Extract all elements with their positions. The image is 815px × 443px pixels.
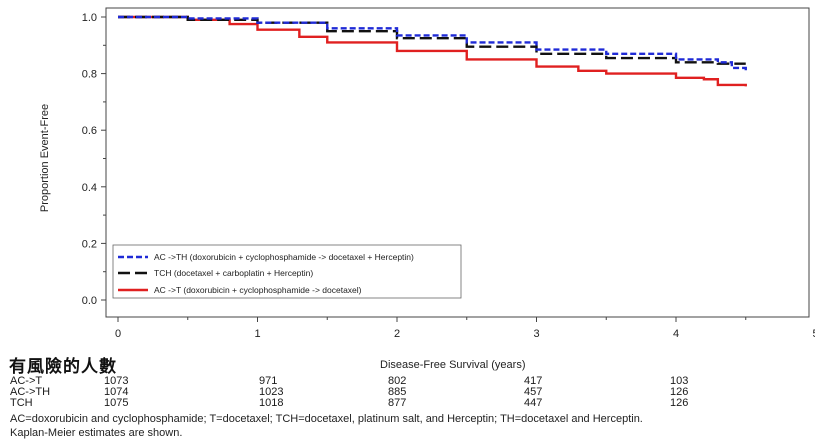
risk-table-heading: 有風險的人數 — [9, 357, 117, 377]
legend-entry: TCH (docetaxel + carboplatin + Herceptin… — [154, 268, 313, 278]
risk-cell: 103 — [670, 375, 689, 387]
y-tick-label: 0.8 — [82, 69, 97, 81]
risk-cell: 802 — [388, 375, 407, 387]
series-line — [118, 15, 746, 65]
y-tick-label: 0.0 — [82, 295, 97, 307]
risk-row-label: TCH — [10, 397, 33, 409]
risk-cell: 126 — [670, 386, 689, 398]
risk-cell: 1075 — [104, 397, 129, 409]
risk-cell: 877 — [388, 397, 407, 409]
y-tick-label: 0.6 — [82, 125, 97, 137]
risk-cell: 1023 — [259, 386, 284, 398]
footnote-line: Kaplan-Meier estimates are shown. — [10, 427, 183, 439]
risk-cell: 1074 — [104, 386, 129, 398]
x-tick-label: 3 — [533, 328, 539, 340]
legend-box — [112, 244, 462, 299]
x-tick-label: 0 — [115, 328, 121, 340]
series-line — [118, 15, 747, 87]
risk-cell: 885 — [388, 386, 407, 398]
y-axis-label: Proportion Event-Free — [39, 104, 51, 212]
legend: AC ->TH (doxorubicin + cyclophosphamide … — [112, 244, 462, 299]
risk-cell: 417 — [524, 375, 543, 387]
risk-cell: 1073 — [104, 375, 129, 387]
axis-ticks: 0 1 2 3 4 5 0.0 0.2 0.4 0.6 0.8 1.0 — [82, 12, 815, 340]
plot-frame — [105, 7, 810, 318]
risk-cell: 126 — [670, 397, 689, 409]
risk-row-label: AC->TH — [10, 386, 51, 398]
footnote-line: AC=doxorubicin and cyclophosphamide; T=d… — [10, 413, 643, 425]
risk-cell: 447 — [524, 397, 543, 409]
legend-entry: AC ->T (doxorubicin + cyclophosphamide -… — [154, 285, 362, 295]
x-tick-label: 4 — [673, 328, 679, 340]
y-tick-label: 1.0 — [82, 12, 97, 24]
y-tick-label: 0.2 — [82, 238, 97, 250]
x-tick-label: 2 — [394, 328, 400, 340]
legend-entry: AC ->TH (doxorubicin + cyclophosphamide … — [154, 252, 414, 262]
series-line — [118, 15, 747, 71]
x-tick-label: 1 — [254, 328, 260, 340]
risk-cell: 1018 — [259, 397, 284, 409]
x-axis-label: Disease-Free Survival (years) — [380, 359, 526, 371]
risk-cell: 971 — [259, 375, 278, 387]
risk-cell: 457 — [524, 386, 543, 398]
x-tick-label: 5 — [812, 328, 815, 340]
risk-row-label: AC->T — [10, 375, 43, 387]
footnotes: AC=doxorubicin and cyclophosphamide; T=d… — [10, 412, 643, 440]
y-tick-label: 0.4 — [82, 182, 97, 194]
series-layer — [118, 15, 747, 87]
